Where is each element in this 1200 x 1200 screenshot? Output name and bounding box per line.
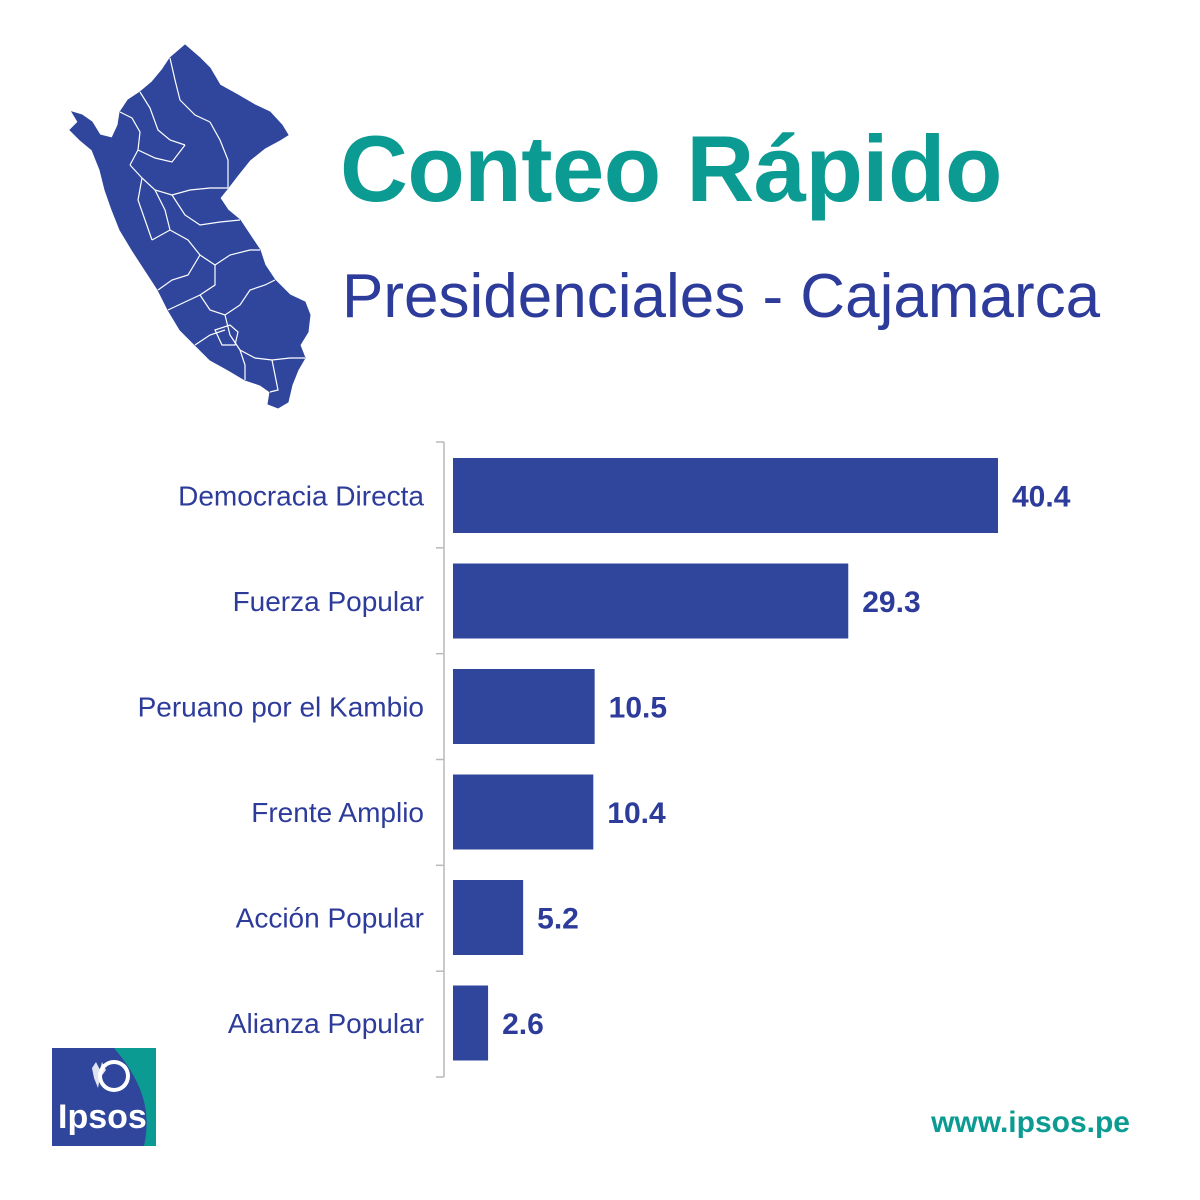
category-label: Acción Popular — [236, 903, 424, 934]
page-subtitle: Presidenciales - Cajamarca — [342, 262, 1101, 331]
logo-text: Ipsos — [58, 1098, 147, 1136]
category-label: Fuerza Popular — [233, 586, 424, 617]
chart-axis — [436, 441, 445, 1078]
bar — [453, 774, 594, 850]
category-label: Democracia Directa — [178, 481, 424, 512]
value-label: 10.4 — [607, 797, 666, 830]
chart-category-labels: Democracia Directa Fuerza Popular Peruano … — [138, 481, 425, 1040]
ipsos-logo-icon: Ipsos — [52, 1048, 156, 1146]
value-label: 40.4 — [1012, 481, 1071, 514]
website-link[interactable]: www.ipsos.pe — [931, 1106, 1130, 1139]
bar — [453, 985, 489, 1061]
bar — [453, 458, 998, 533]
value-label: 2.6 — [502, 1008, 544, 1041]
bar — [453, 880, 524, 955]
chart-value-labels: 40.4 29.3 10.5 10.4 5.2 2.6 — [502, 481, 1071, 1042]
value-label: 5.2 — [537, 903, 579, 936]
page-title: Conteo Rápido — [340, 116, 1002, 221]
value-label: 29.3 — [862, 586, 920, 619]
value-label: 10.5 — [609, 692, 667, 725]
category-label: Peruano por el Kambio — [138, 692, 424, 723]
category-label: Frente Amplio — [251, 797, 424, 828]
peru-map-icon — [60, 40, 320, 420]
category-label: Alianza Popular — [228, 1008, 424, 1039]
chart-bars — [453, 458, 998, 1061]
peru-map-shape — [69, 44, 311, 409]
ipsos-logo-shape — [52, 1048, 156, 1146]
region-borders — [119, 57, 305, 393]
bar — [453, 669, 595, 744]
bar — [453, 563, 849, 639]
